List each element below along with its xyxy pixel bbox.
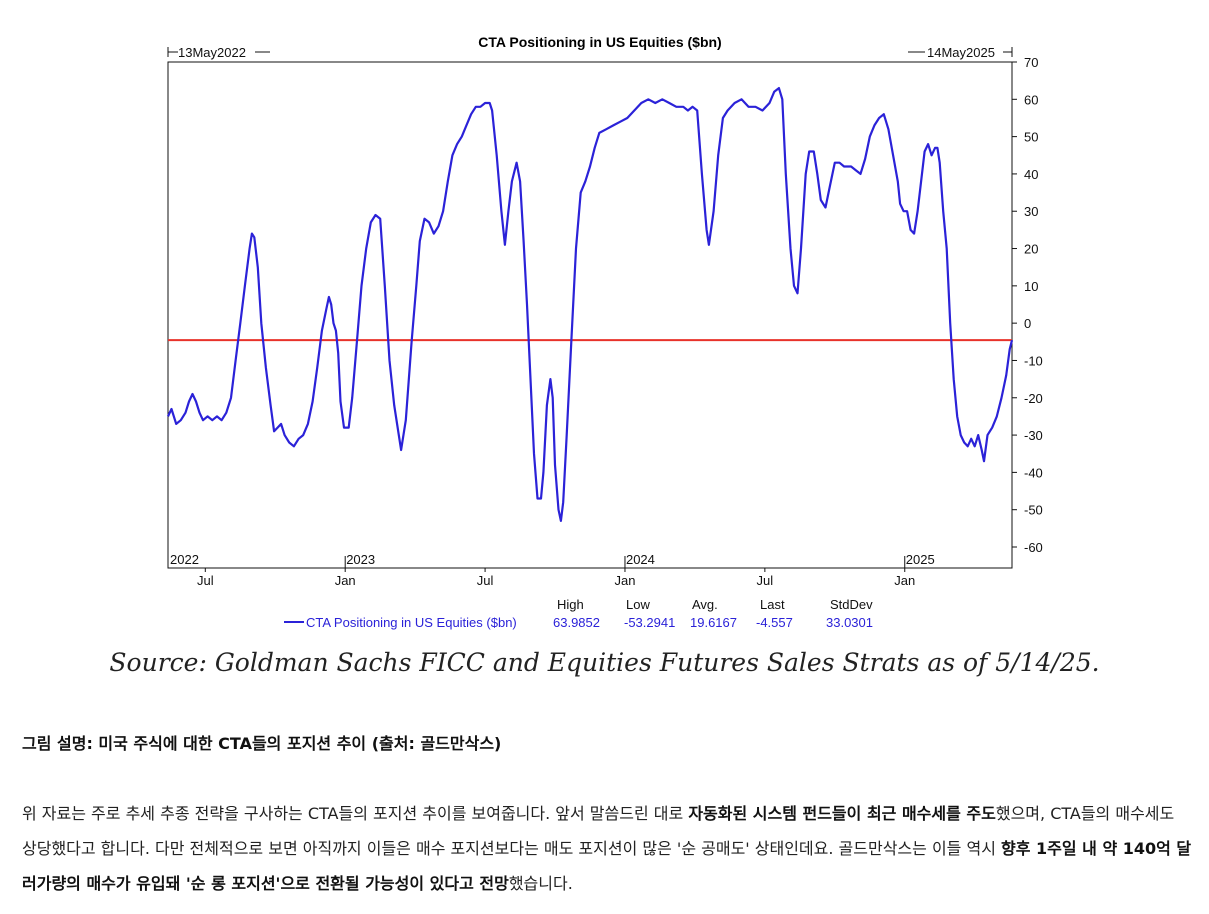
source-note: Source: Goldman Sachs FICC and Equities … <box>109 648 1100 677</box>
paragraph-bold-1: 자동화된 시스템 펀드들이 최근 매수세를 주도 <box>688 804 996 823</box>
y-tick-label: 0 <box>1024 316 1031 331</box>
stats-value-avg: 19.6167 <box>690 615 737 630</box>
y-tick-label: 40 <box>1024 167 1038 182</box>
legend-series-label: CTA Positioning in US Equities ($bn) <box>306 615 517 630</box>
stats-value-low: -53.2941 <box>624 615 675 630</box>
year-label: 2025 <box>906 552 935 567</box>
y-tick-label: -40 <box>1024 465 1043 480</box>
series-group <box>167 87 1014 522</box>
y-axis: 70 60 50 40 30 20 10 0 -10 -20 -30 -40 -50 -60 <box>1012 55 1043 555</box>
year-label: 2024 <box>626 552 655 567</box>
y-tick-label: -20 <box>1024 391 1043 406</box>
chart-legend: High Low Avg. Last StdDev CTA Positionin… <box>284 597 873 630</box>
stats-header-low: Low <box>626 597 650 612</box>
stats-header-stddev: StdDev <box>830 597 873 612</box>
start-date-marker: 13May2022 <box>167 45 270 60</box>
stats-value-last: -4.557 <box>756 615 793 630</box>
cta-positioning-chart: CTA Positioning in US Equities ($bn) 13M… <box>167 34 1043 630</box>
start-date-label: 13May2022 <box>178 45 246 60</box>
y-tick-label: 50 <box>1024 130 1038 145</box>
series-line <box>167 87 1014 522</box>
paragraph-text-1: 위 자료는 주로 추세 추종 전략을 구사하는 CTA들의 포지션 추이를 보여… <box>22 804 689 823</box>
month-label: Jan <box>614 573 635 588</box>
x-axis: 2022 2023 2024 2025 Jul Jan Jul Jan Jul Jan <box>170 552 935 588</box>
month-label: Jul <box>197 573 214 588</box>
y-tick-label: 60 <box>1024 92 1038 107</box>
y-tick-label: -10 <box>1024 353 1043 368</box>
plot-frame <box>167 61 1013 569</box>
figure-caption: 그림 설명: 미국 주식에 대한 CTA들의 포지션 추이 (출처: 골드만삭스… <box>22 734 502 753</box>
y-tick-label: 20 <box>1024 242 1038 257</box>
y-tick-label: -50 <box>1024 503 1043 518</box>
y-tick-label: -60 <box>1024 540 1043 555</box>
year-label: 2023 <box>346 552 375 567</box>
year-label: 2022 <box>170 552 199 567</box>
y-tick-label: -30 <box>1024 428 1043 443</box>
paragraph-text-2: 했으며, CTA들의 매수세도 상당했다고 합니다. 다만 전체적으로 보면 아… <box>22 804 1175 858</box>
month-label: Jul <box>477 573 494 588</box>
y-tick-label: 70 <box>1024 55 1038 70</box>
stats-value-high: 63.9852 <box>553 615 600 630</box>
stats-value-stddev: 33.0301 <box>826 615 873 630</box>
month-label: Jan <box>335 573 356 588</box>
stats-header-last: Last <box>760 597 785 612</box>
stats-header-avg: Avg. <box>692 597 718 612</box>
end-date-marker: 14May2025 <box>908 45 1013 60</box>
y-tick-label: 10 <box>1024 279 1038 294</box>
month-label: Jan <box>894 573 915 588</box>
body-paragraph: 위 자료는 주로 추세 추종 전략을 구사하는 CTA들의 포지션 추이를 보여… <box>22 796 1192 901</box>
y-tick-label: 30 <box>1024 204 1038 219</box>
paragraph-bold-2: 향후 1주일 내 약 140억 달러가량의 매수가 유입돼 '순 롱 포지션'으… <box>22 839 1192 893</box>
chart-title: CTA Positioning in US Equities ($bn) <box>478 34 721 50</box>
stats-header-high: High <box>557 597 584 612</box>
paragraph-text-3: 했습니다. <box>508 874 573 893</box>
end-date-label: 14May2025 <box>927 45 995 60</box>
month-label: Jul <box>757 573 774 588</box>
